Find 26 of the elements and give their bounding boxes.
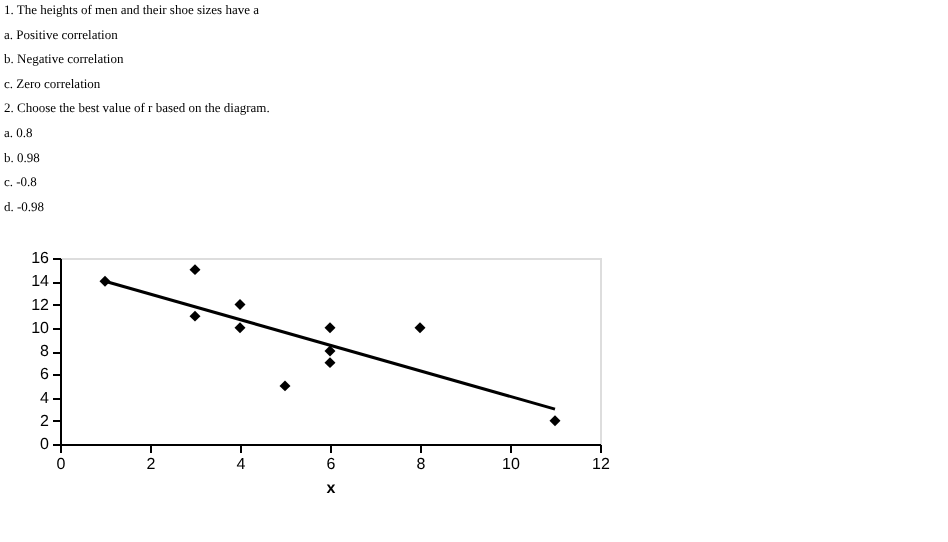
point — [324, 345, 336, 357]
x-tick-label: 8 — [416, 455, 427, 473]
y-tick-label: 2 — [40, 411, 51, 430]
x-tick-label: 6 — [326, 455, 337, 473]
y-tick-label: 14 — [31, 272, 51, 291]
x-tick-label: 12 — [592, 455, 611, 473]
x-tick-label: 0 — [56, 455, 67, 473]
y-tick-label: 0 — [40, 435, 51, 453]
point — [414, 322, 426, 334]
point — [234, 322, 246, 334]
point — [279, 380, 291, 392]
x-tick-label: 4 — [236, 455, 247, 473]
y-tick-label: 4 — [40, 388, 51, 407]
y-tick-label: 8 — [40, 342, 51, 360]
x-axis-title: x — [326, 479, 337, 497]
y-tick-label: 6 — [40, 365, 51, 384]
y-tick-label: 16 — [31, 249, 51, 267]
point — [324, 322, 336, 334]
x-tick-label: 2 — [146, 455, 157, 473]
point — [189, 264, 201, 276]
point — [549, 415, 561, 427]
y-tick-label: 12 — [31, 295, 51, 314]
point — [324, 357, 336, 369]
y-tick-label: 10 — [31, 318, 51, 337]
point — [189, 310, 201, 322]
x-tick-label: 10 — [502, 455, 521, 473]
